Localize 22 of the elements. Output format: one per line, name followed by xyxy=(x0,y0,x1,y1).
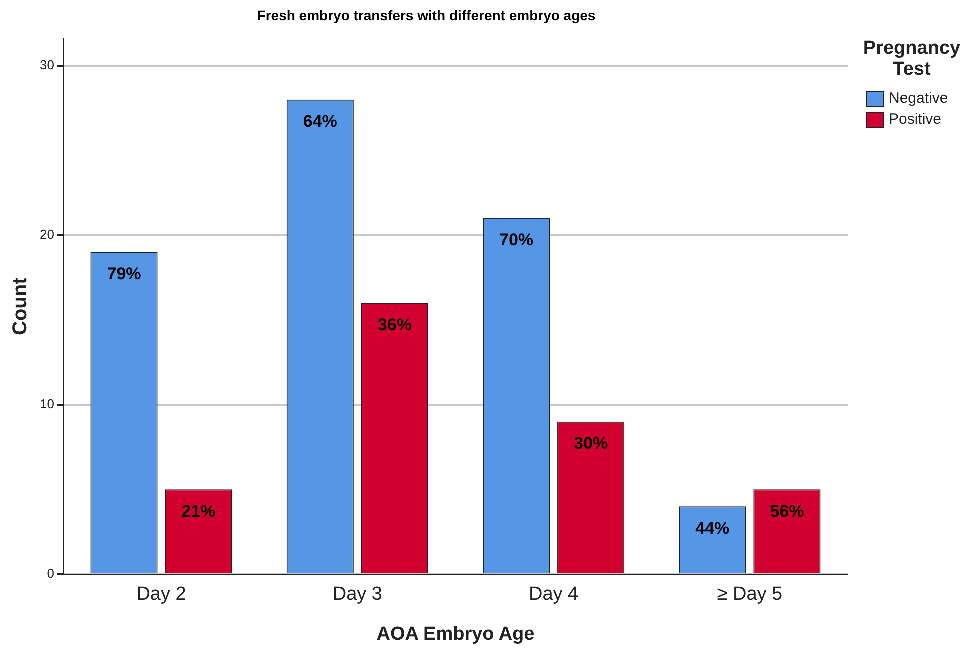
chart-title: Fresh embryo transfers with different embryo ages xyxy=(257,7,596,24)
annotation: 79% xyxy=(107,264,142,284)
x-tick-label: Day 2 xyxy=(136,584,186,606)
y-tick-label: 20 xyxy=(40,226,54,242)
annotation: 56% xyxy=(770,502,804,521)
annotation: 21% xyxy=(182,502,216,521)
y-axis-title: Count xyxy=(10,277,32,336)
y-tick-label: 10 xyxy=(40,396,54,412)
annotation: 36% xyxy=(378,315,412,334)
y-tick-label: 0 xyxy=(47,566,54,581)
annotation: 44% xyxy=(696,518,730,538)
annotation: 64% xyxy=(303,112,338,132)
annotation: 30% xyxy=(574,434,608,454)
x-tick-label: Day 3 xyxy=(332,584,382,606)
y-tick-label: 30 xyxy=(40,57,54,72)
legend-label: Positive xyxy=(889,111,942,128)
annotation: 70% xyxy=(500,230,534,250)
x-tick-label: Day 4 xyxy=(528,584,580,606)
x-tick-label: ≥ Day 5 xyxy=(717,584,783,606)
x-axis-title: AOA Embryo Age xyxy=(376,624,535,645)
legend-label: Negative xyxy=(889,90,948,107)
legend-title: Pregnancy Test xyxy=(862,38,962,80)
